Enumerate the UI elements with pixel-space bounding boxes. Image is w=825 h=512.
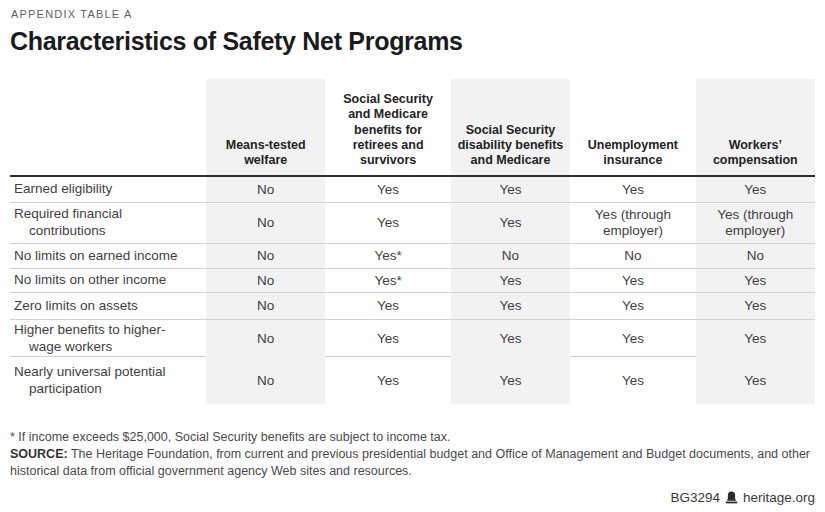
header-corner-cell: [10, 79, 203, 175]
table-cell: Yes: [573, 177, 692, 202]
table-cell: No: [206, 177, 325, 202]
table-row: Zero limits on assets No Yes Yes Yes Yes: [10, 292, 815, 319]
footnote-asterisk: * If income exceeds $25,000, Social Secu…: [10, 429, 815, 446]
table-cell: Yes: [328, 293, 447, 319]
report-figure: APPENDIX TABLE A Characteristics of Safe…: [0, 0, 825, 480]
row-label-no-limits-other-income: No limits on other income: [10, 269, 203, 292]
table-cell: No: [451, 244, 570, 268]
table-cell: Yes: [573, 320, 692, 358]
table-cell: No: [206, 269, 325, 292]
table-cell: No: [696, 244, 815, 268]
table-cell: Yes: [696, 320, 815, 358]
table-cell: No: [206, 357, 325, 404]
source-text: The Heritage Foundation, from current an…: [10, 447, 810, 478]
table-row: Higher benefits to higher- wage workers …: [10, 319, 815, 356]
table-cell: Yes: [696, 269, 815, 292]
table-cell: Yes: [451, 320, 570, 358]
row-label-zero-limits-assets: Zero limits on assets: [10, 293, 203, 319]
table-cell: Yes: [696, 177, 815, 202]
table-header-row: Means-tested welfare Social Security and…: [10, 79, 815, 177]
table-cell: Yes: [573, 269, 692, 292]
figure-footer: BG3294 heritage.org: [670, 490, 815, 505]
table-cell: Yes: [451, 269, 570, 292]
heritage-bell-icon: [725, 491, 738, 504]
table-cell: Yes: [451, 293, 570, 319]
table-row: No limits on earned income No Yes* No No…: [10, 243, 815, 268]
table-cell: Yes*: [328, 269, 447, 292]
column-header-ss-medicare-retirees: Social Security and Medicare benefits fo…: [328, 79, 447, 175]
table-row: Earned eligibility No Yes Yes Yes Yes: [10, 177, 815, 202]
table-cell: Yes*: [328, 244, 447, 268]
column-header-ss-disability-medicare: Social Security disability benefits and …: [451, 79, 570, 175]
row-label-earned-eligibility: Earned eligibility: [10, 177, 203, 202]
table-cell: Yes: [328, 203, 447, 243]
source-note: SOURCE: The Heritage Foundation, from cu…: [10, 446, 815, 480]
table-cell: Yes: [573, 293, 692, 319]
table-cell: Yes: [328, 177, 447, 202]
table-cell: No: [573, 244, 692, 268]
source-label: SOURCE:: [10, 447, 68, 461]
table-cell: No: [206, 320, 325, 358]
table-cell: Yes: [451, 177, 570, 202]
table-row: Nearly universal potential participation…: [10, 356, 815, 404]
column-header-means-tested-welfare: Means-tested welfare: [206, 79, 325, 175]
table-cell: Yes: [451, 203, 570, 243]
table-cell: No: [206, 244, 325, 268]
table-cell: Yes: [451, 357, 570, 404]
table-cell: No: [206, 293, 325, 319]
page-title: Characteristics of Safety Net Programs: [10, 28, 815, 54]
table-cell: Yes: [696, 357, 815, 404]
figure-id: BG3294: [670, 490, 720, 505]
table-cell: Yes: [696, 293, 815, 319]
row-label-nearly-universal-participation: Nearly universal potential participation: [10, 357, 203, 404]
table-cell: Yes (through employer): [573, 203, 692, 243]
safety-net-table: Means-tested welfare Social Security and…: [10, 79, 815, 404]
site-url: heritage.org: [743, 490, 815, 505]
table-row: No limits on other income No Yes* Yes Ye…: [10, 268, 815, 292]
table-row: Required financial contributions No Yes …: [10, 202, 815, 243]
table-cell: No: [206, 203, 325, 243]
table-cell: Yes: [573, 357, 692, 404]
table-cell: Yes: [328, 320, 447, 358]
row-label-required-financial-contributions: Required financial contributions: [10, 203, 203, 243]
row-label-no-limits-earned-income: No limits on earned income: [10, 244, 203, 268]
appendix-table-label: APPENDIX TABLE A: [10, 8, 815, 20]
table-cell: Yes: [328, 357, 447, 404]
column-header-workers-compensation: Workers’ compensation: [696, 79, 815, 175]
row-label-higher-benefits-higher-wage: Higher benefits to higher- wage workers: [10, 320, 203, 358]
table-notes: * If income exceeds $25,000, Social Secu…: [10, 429, 815, 480]
column-header-unemployment-insurance: Unemployment insurance: [573, 79, 692, 175]
table-cell: Yes (through employer): [696, 203, 815, 243]
